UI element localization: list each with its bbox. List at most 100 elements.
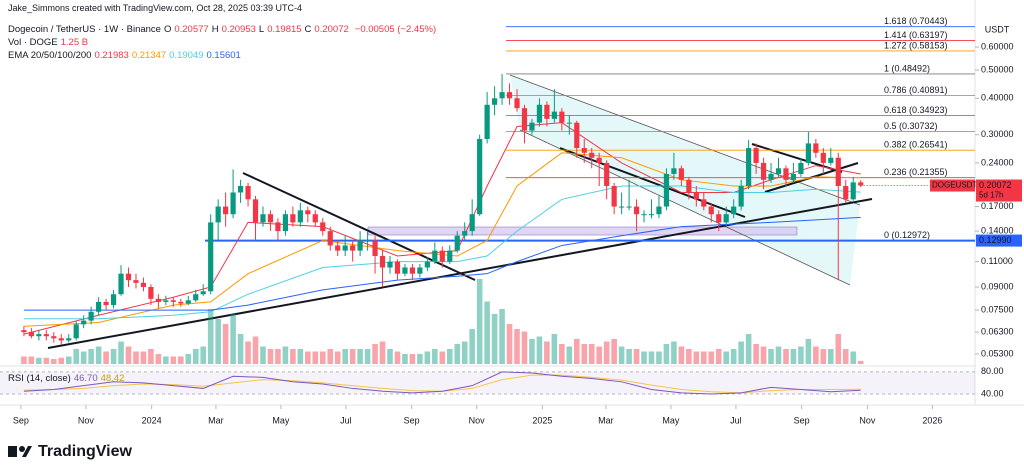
candle-body	[432, 250, 438, 262]
volume-bar	[222, 324, 229, 364]
ohlc-value: 0.19815	[267, 24, 302, 35]
candle-body	[447, 250, 453, 262]
volume-bar	[671, 341, 677, 364]
volume-bar	[364, 349, 371, 364]
volume-bar	[103, 351, 109, 364]
volume-bar	[842, 349, 849, 364]
candle-body	[439, 250, 445, 262]
candle-body	[81, 320, 87, 325]
volume-bar	[768, 349, 774, 364]
volume-bar	[95, 346, 102, 364]
candle-body	[469, 214, 475, 232]
change: −0.00505 (−2.45%)	[354, 24, 437, 35]
volume-bar	[36, 357, 42, 364]
x-tick-label: Mar	[208, 415, 224, 425]
volume-bar	[185, 354, 192, 364]
volume-bar	[618, 346, 625, 364]
candle-body	[619, 206, 625, 208]
volume-bar	[603, 341, 610, 364]
candle-body	[783, 168, 789, 180]
volume-bar	[155, 354, 162, 364]
brand: TradingView	[38, 443, 133, 460]
x-tick-label: 2025	[532, 415, 552, 425]
candle-body	[663, 173, 670, 207]
candle-body	[589, 152, 595, 158]
volume-bar	[715, 349, 722, 364]
volume-bar	[28, 356, 35, 364]
candle-body	[798, 162, 804, 174]
candle-body	[58, 338, 64, 341]
candle-body	[454, 235, 460, 251]
candle-body	[148, 287, 154, 299]
candle-body	[506, 92, 513, 99]
volume-bar	[566, 346, 573, 364]
symbol-tag-label: DOGEUSDT	[932, 181, 977, 190]
candle-body	[305, 210, 311, 215]
candle-body	[858, 182, 864, 186]
volume-bar	[656, 351, 662, 364]
candle-body	[125, 273, 132, 281]
volume-bar	[297, 349, 304, 364]
volume-bar	[432, 349, 438, 364]
candle-body	[574, 122, 580, 149]
volume-bar	[372, 344, 378, 364]
candle-body	[118, 273, 124, 295]
volume-bar	[58, 357, 65, 364]
volume-bar	[245, 341, 251, 364]
candle-body	[394, 261, 401, 274]
ema-line	[23, 152, 861, 327]
y-tick-label: 0.11000	[981, 256, 1013, 266]
channel-line	[519, 129, 851, 286]
volume-bar	[357, 349, 363, 364]
volume-bar	[394, 351, 401, 364]
volume-bar	[700, 351, 707, 364]
candle-body	[275, 222, 281, 232]
rsi-band	[0, 371, 975, 394]
ohlc-key: C	[304, 24, 312, 35]
candle-body	[312, 214, 318, 223]
fib-label: 1 (0.48492)	[884, 63, 930, 73]
candle-body	[200, 291, 206, 295]
candle-body	[43, 334, 49, 337]
volume-bar	[790, 349, 797, 364]
x-tick-label: 2024	[142, 415, 162, 425]
fib-label: 1.414 (0.63197)	[884, 30, 948, 40]
candle-body	[536, 104, 543, 123]
ohlc-value: 0.20953	[221, 24, 256, 35]
volume-bar	[454, 344, 461, 364]
logo-mark	[8, 446, 17, 457]
volume-bar	[312, 351, 319, 364]
volume-bar	[252, 336, 259, 364]
candle-body	[133, 280, 139, 283]
candle-body	[163, 300, 169, 302]
volume-bar	[469, 329, 475, 364]
volume-legend: Vol · DOGE 1.25 B	[8, 37, 91, 48]
candle-body	[387, 261, 393, 268]
candle-body	[178, 301, 184, 304]
logo: TradingView	[8, 443, 133, 460]
volume-bar	[342, 349, 348, 364]
volume-bar	[260, 346, 266, 364]
candle-body	[36, 334, 42, 337]
x-tick-label: Nov	[78, 415, 95, 425]
candle-body	[484, 104, 490, 139]
y-tick-label: 0.14000	[981, 225, 1014, 235]
volume-bar	[738, 341, 744, 364]
candle-body	[551, 111, 557, 119]
candle-body	[297, 210, 303, 223]
volume-bar	[641, 351, 647, 364]
volume-bar	[476, 279, 483, 364]
y-tick-label: 0.30000	[981, 129, 1014, 139]
volume-bar	[402, 354, 408, 364]
candle-body	[267, 214, 274, 223]
volume-bar	[88, 349, 94, 364]
candle-body	[790, 173, 797, 180]
candle-body	[237, 185, 244, 193]
credit: Jake_Simmons created with TradingView.co…	[8, 3, 302, 13]
fib-label: 0.618 (0.34923)	[884, 105, 948, 115]
volume-bar	[521, 331, 528, 364]
volume-bar	[200, 346, 207, 364]
ema-value: 0.21983	[94, 50, 129, 61]
candle-body	[723, 214, 729, 223]
trend-line	[242, 172, 476, 281]
